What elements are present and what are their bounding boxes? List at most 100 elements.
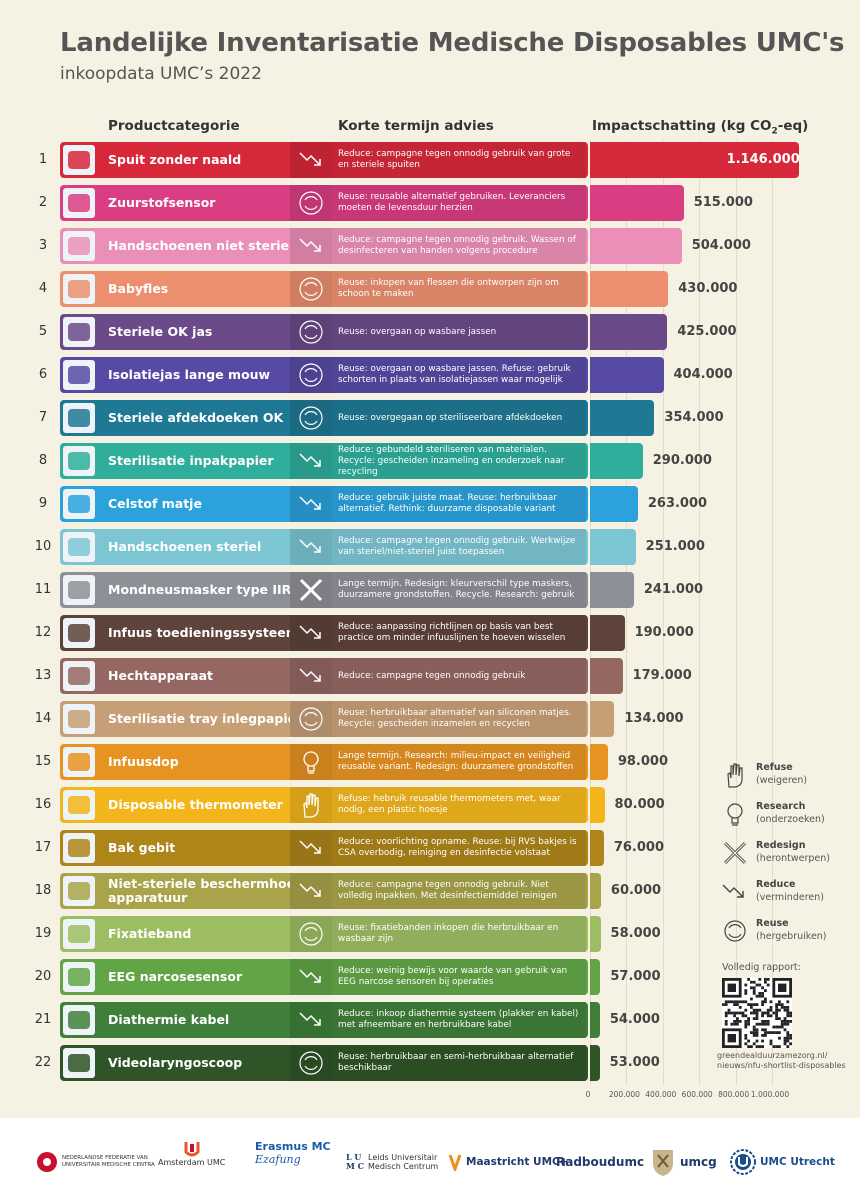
impact-bar <box>590 271 669 307</box>
category-label: Sterilisatie inpakpapier <box>108 453 274 468</box>
reduce-arrow-icon <box>290 142 332 178</box>
rank-number: 9 <box>38 496 48 511</box>
product-thumbnail <box>63 145 95 175</box>
impact-value: 76.000 <box>613 840 664 855</box>
legend-item-reuse: Reuse (hergebruiken) <box>720 914 860 950</box>
advice-text: Reduce: campagne tegen onnodig gebruik <box>332 658 586 694</box>
rank-number: 16 <box>34 797 52 812</box>
reduce-arrow-icon <box>290 873 332 909</box>
impact-value: 60.000 <box>610 883 662 898</box>
x-tick-label: 600.000 <box>681 1090 713 1099</box>
amsterdam-umc-logo: Amsterdam UMC <box>158 1140 225 1184</box>
impact-bar <box>590 615 625 651</box>
rank-number: 6 <box>38 367 48 382</box>
gridline <box>735 140 737 1085</box>
rank-number: 12 <box>34 625 52 640</box>
rank-number: 17 <box>34 840 52 855</box>
advice-text: Reduce: campagne tegen onnodig gebruik. … <box>332 228 586 264</box>
category-label: Infuus toedieningssysteem <box>108 625 299 640</box>
product-thumbnail <box>63 618 95 648</box>
category-row: Bak gebit Reduce: voorlichting opname. Re… <box>60 830 588 866</box>
advice-text: Lange termijn. Research: milieu-impact e… <box>332 744 586 780</box>
product-thumbnail <box>63 919 95 949</box>
legend-sublabel: (herontwerpen) <box>756 853 830 864</box>
product-thumbnail <box>63 747 95 777</box>
advice-text: Refuse: hebruik reusable thermometers me… <box>332 787 586 823</box>
category-label: Handschoenen steriel <box>108 539 262 554</box>
legend-sublabel: (hergebruiken) <box>756 931 827 942</box>
impact-value: 263.000 <box>647 496 708 511</box>
impact-bar <box>590 572 634 608</box>
product-thumbnail <box>63 661 95 691</box>
hand-icon <box>290 787 332 823</box>
impact-value: 179.000 <box>632 668 692 683</box>
category-row: Handschoenen niet steriel Reduce: campagn… <box>60 228 588 264</box>
category-row: Isolatiejas lange mouw Reuse: overgaan op… <box>60 357 588 393</box>
impact-bar <box>590 443 643 479</box>
impact-bar <box>590 185 684 221</box>
product-thumbnail <box>63 231 95 261</box>
product-thumbnail <box>63 403 95 433</box>
page-subtitle: inkoopdata UMC’s 2022 <box>60 64 262 84</box>
rank-number: 21 <box>34 1012 52 1027</box>
reuse-cycle-icon <box>290 916 332 952</box>
category-row: Hechtapparaat Reduce: campagne tegen onno… <box>60 658 588 694</box>
category-row: Fixatieband Reuse: fixatiebanden inkopen … <box>60 916 588 952</box>
pencil-ruler-icon <box>723 841 747 865</box>
product-thumbnail <box>63 274 95 304</box>
category-label: Niet-steriele beschermhoes voor apparatu… <box>108 876 339 905</box>
impact-value: 98.000 <box>617 754 668 769</box>
advice-text: Reduce: gebruik juiste maat. Reuse: herb… <box>332 486 586 522</box>
impact-value: 58.000 <box>610 926 661 941</box>
impact-value: 1.146.000 <box>726 152 800 167</box>
impact-bar <box>590 830 604 866</box>
rank-number: 3 <box>38 238 48 253</box>
impact-bar <box>590 357 664 393</box>
advice-text: Reuse: overgaan op wasbare jassen. Refus… <box>332 357 586 393</box>
report-url[interactable]: greendealduurzamezorg.nl/nieuws/nfu-shor… <box>717 1051 846 1070</box>
impact-bar <box>590 959 601 995</box>
advice-text: Reduce: campagne tegen onnodig gebruik. … <box>332 873 586 909</box>
reduce-arrow-icon <box>290 443 332 479</box>
category-label: Diathermie kabel <box>108 1012 230 1027</box>
impact-value: 57.000 <box>610 969 661 984</box>
product-thumbnail <box>63 489 95 519</box>
rank-number: 8 <box>38 453 48 468</box>
category-label: Videolaryngoscoop <box>108 1055 243 1070</box>
category-row: Sterilisatie inpakpapier Reduce: gebundel… <box>60 443 588 479</box>
category-label: Handschoenen niet steriel <box>108 238 294 253</box>
reduce-arrow-icon <box>290 1002 332 1038</box>
reuse-cycle-icon <box>290 314 332 350</box>
advice-text: Lange termijn. Redesign: kleurverschil t… <box>332 572 586 608</box>
legend-label: Refuse <box>756 762 793 773</box>
product-thumbnail <box>63 575 95 605</box>
legend-label: Reuse <box>756 918 789 929</box>
impact-value: 430.000 <box>678 281 738 296</box>
category-row: Infuus toedieningssysteem Reduce: aanpass… <box>60 615 588 651</box>
impact-bar <box>590 873 601 909</box>
rank-number: 10 <box>34 539 52 554</box>
rank-number: 18 <box>34 883 52 898</box>
advice-text: Reduce: campagne tegen onnodig gebruik. … <box>332 529 586 565</box>
umc-utrecht-logo: UMC Utrecht <box>730 1140 835 1184</box>
impact-value: 425.000 <box>677 324 737 339</box>
advice-text: Reuse: herbruikbaar alternatief van sili… <box>332 701 586 737</box>
impact-bar <box>590 658 623 694</box>
product-thumbnail <box>63 317 95 347</box>
hand-icon <box>727 763 743 788</box>
footer-logos: NEDERLANDSE FEDERATIE VAN UNIVERSITAIR ME… <box>0 1118 860 1200</box>
advice-text: Reduce: inkoop diathermie systeem (plakk… <box>332 1002 586 1038</box>
qr-code[interactable] <box>722 978 792 1048</box>
category-label: Bak gebit <box>108 840 176 855</box>
product-thumbnail <box>63 962 95 992</box>
rank-number: 5 <box>38 324 48 339</box>
impact-value: 354.000 <box>664 410 724 425</box>
pencil-ruler-icon <box>290 572 332 608</box>
x-tick-label: 1.000.000 <box>750 1090 790 1099</box>
rank-number: 1 <box>38 152 48 167</box>
impact-bar <box>590 228 682 264</box>
category-row: Videolaryngoscoop Reuse: herbruikbaar en … <box>60 1045 588 1081</box>
impact-bar <box>590 486 638 522</box>
gridline <box>662 140 664 1085</box>
